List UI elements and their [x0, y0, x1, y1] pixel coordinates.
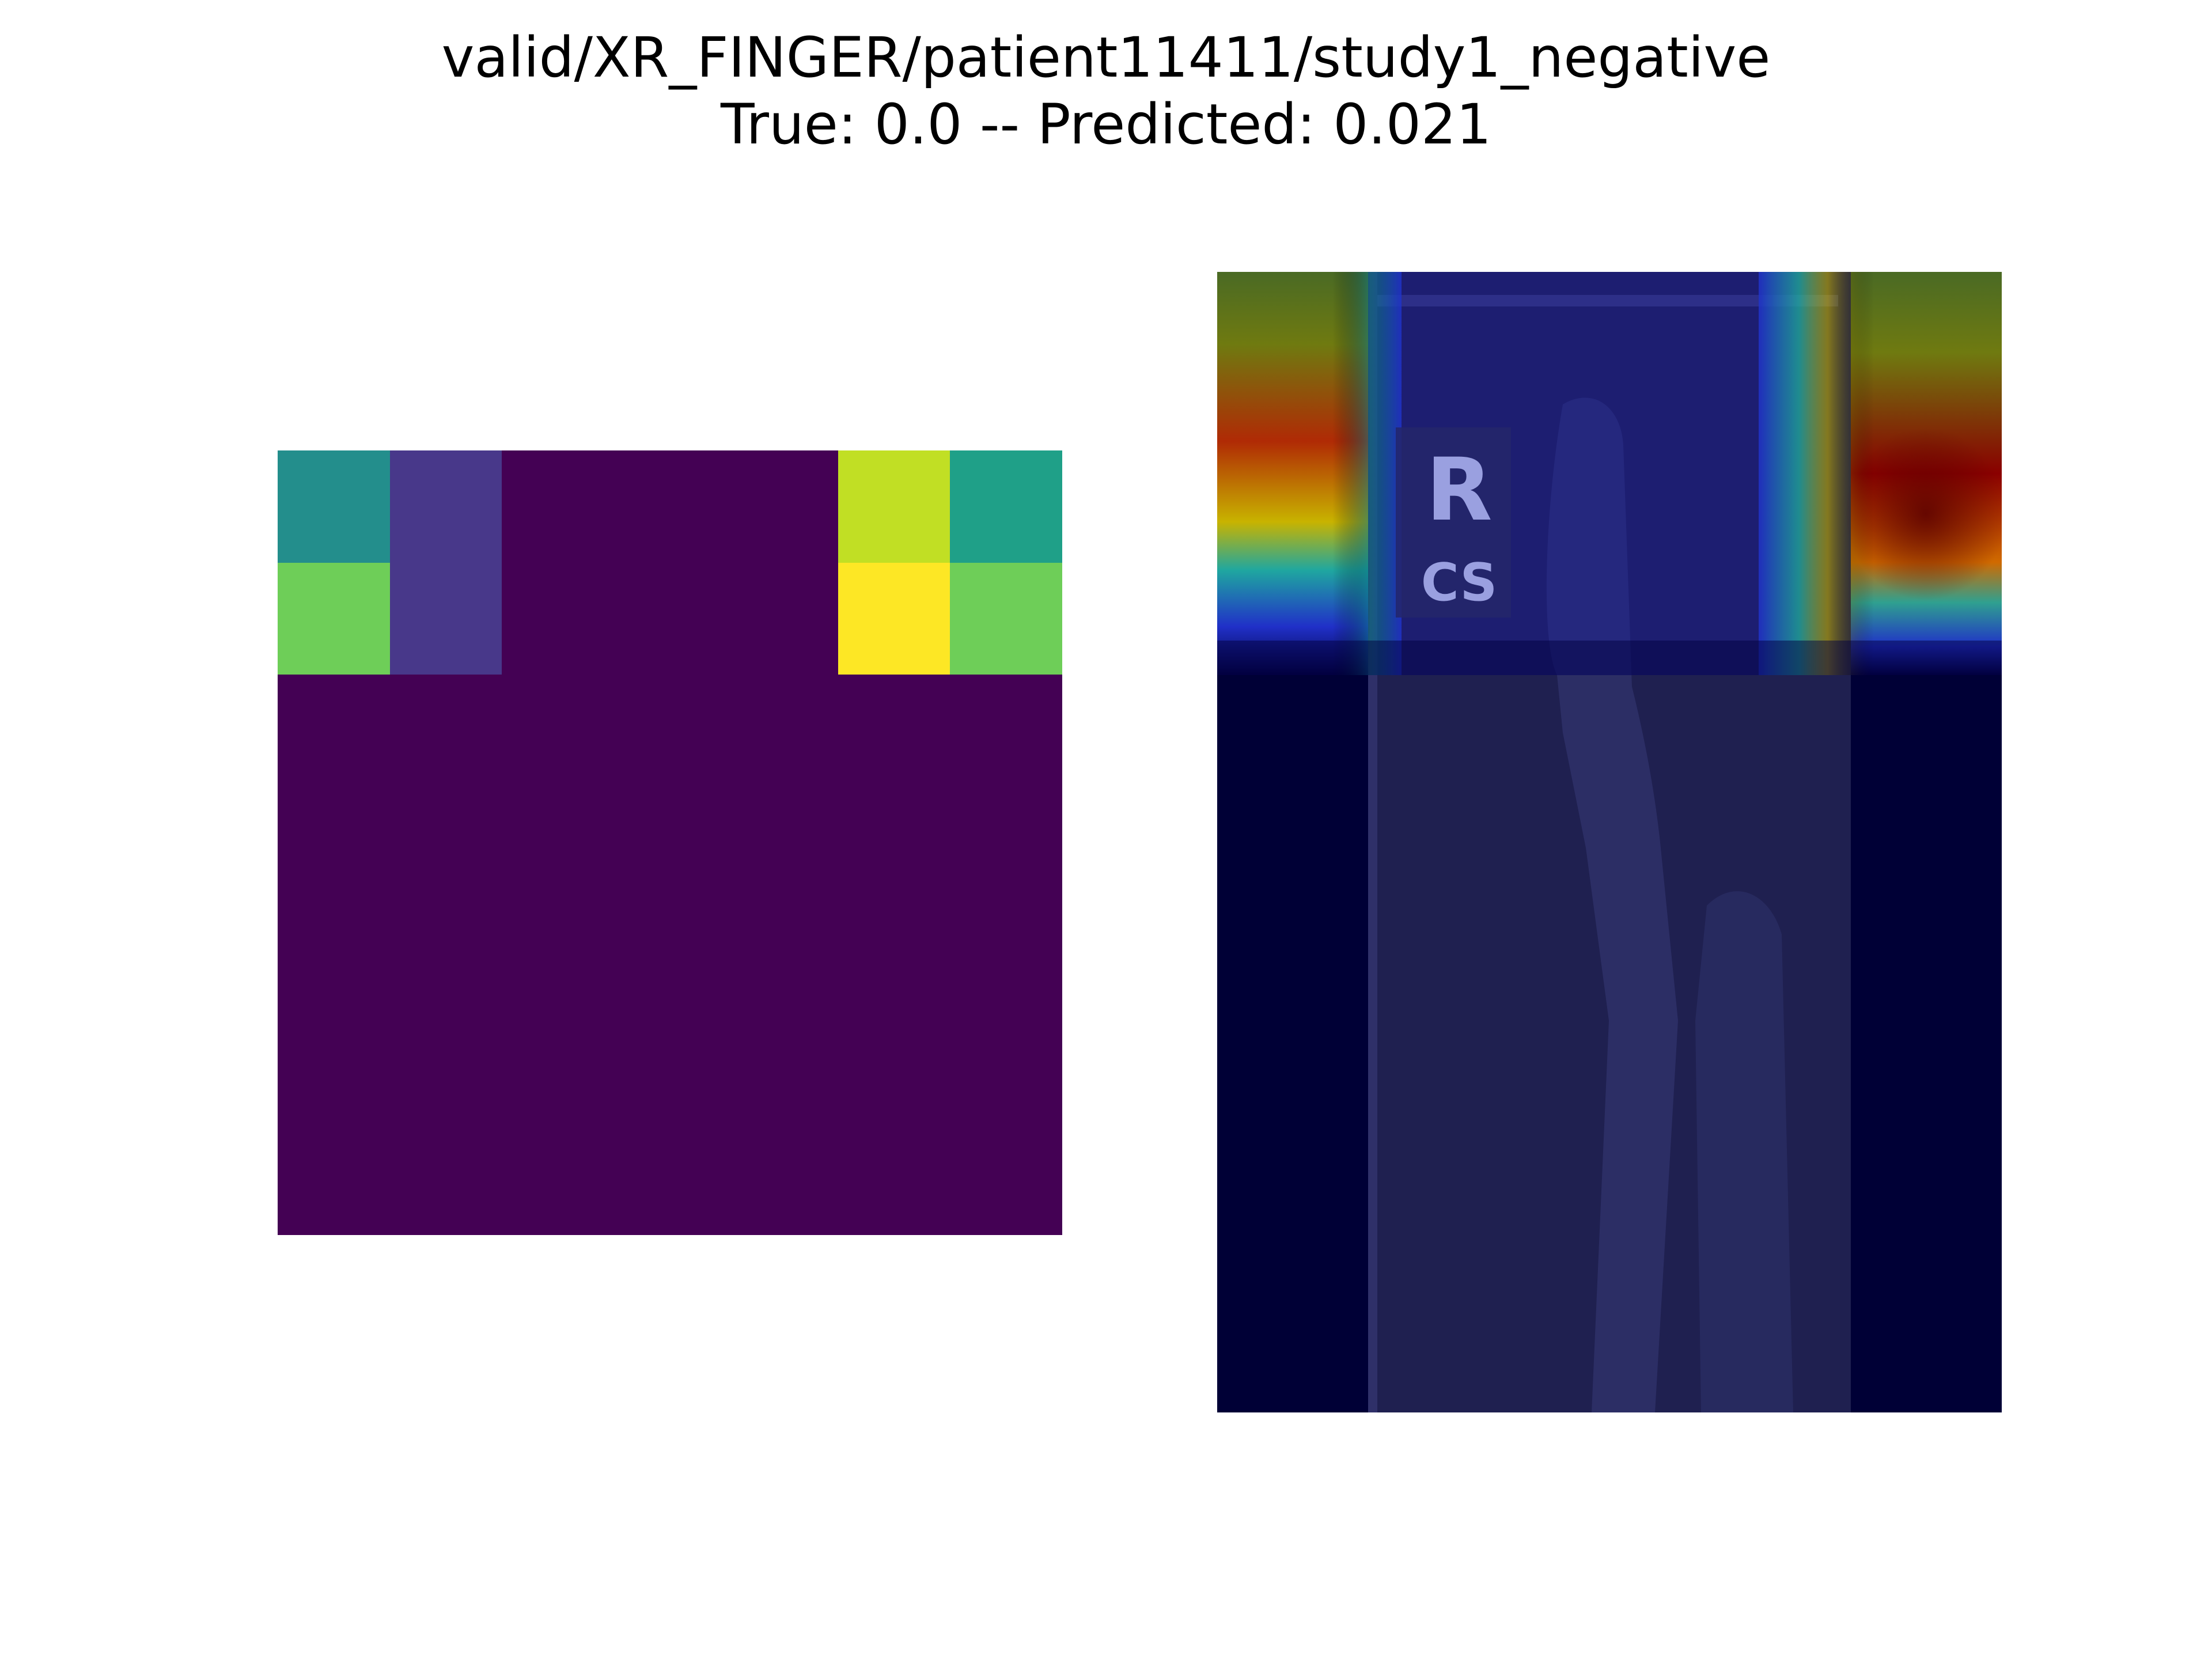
heatmap-cell	[502, 675, 614, 787]
heatmap-cell	[838, 562, 950, 675]
figure-title: valid/XR_FINGER/patient11411/study1_nega…	[441, 25, 1771, 90]
heatmap-cell	[950, 786, 1062, 899]
heatmap-cell	[389, 899, 502, 1011]
heatmap-cell	[278, 675, 390, 787]
heatmap-cell	[726, 1123, 838, 1235]
heatmap-cell	[838, 899, 950, 1011]
heatmap-cell	[278, 1010, 390, 1123]
heatmap-cell	[726, 675, 838, 787]
heatmap-cell	[838, 450, 950, 563]
heatmap-cell	[838, 1123, 950, 1235]
heatmap-cell	[950, 1123, 1062, 1235]
marker-letter-r: R	[1426, 440, 1493, 540]
heatmap-cell	[389, 786, 502, 899]
heatmap-cell	[613, 1123, 726, 1235]
heatmap-cell	[838, 786, 950, 899]
heatmap-cell	[502, 786, 614, 899]
heatmap-cell	[502, 562, 614, 675]
heatmap-cell	[613, 899, 726, 1011]
heatmap-cell	[389, 450, 502, 563]
heatmap-cell	[950, 675, 1062, 787]
heatmap-cell	[613, 1010, 726, 1123]
heatmap-cell	[389, 1123, 502, 1235]
heatmap-cell	[389, 675, 502, 787]
heatmap-cell	[726, 899, 838, 1011]
heatmap-cell	[726, 450, 838, 563]
heatmap-cell	[502, 1010, 614, 1123]
heatmap-cell	[613, 562, 726, 675]
heatmap-cell	[389, 1010, 502, 1123]
heatmap-cell	[502, 899, 614, 1011]
heatmap-cell	[726, 562, 838, 675]
heatmap-cell	[278, 899, 390, 1011]
heatmap-cell	[278, 450, 390, 563]
xray-cam-overlay: R CS	[1217, 272, 2002, 1412]
heatmap-cell	[502, 1123, 614, 1235]
heatmap-cell	[502, 450, 614, 563]
heatmap-cell	[838, 1010, 950, 1123]
heatmap-cell	[613, 675, 726, 787]
heatmap-cell	[613, 450, 726, 563]
heatmap-cell	[613, 786, 726, 899]
heatmap-cell	[278, 1123, 390, 1235]
marker-letters-cs: CS	[1421, 552, 1498, 613]
heatmap-cell	[838, 675, 950, 787]
heatmap-cell	[950, 450, 1062, 563]
figure-subtitle: True: 0.0 -- Predicted: 0.021	[720, 92, 1492, 157]
lead-marker	[1396, 427, 1511, 618]
heatmap-cell	[950, 562, 1062, 675]
heatmap-cell	[726, 1010, 838, 1123]
heatmap-cell	[950, 899, 1062, 1011]
heatmap-cell	[278, 786, 390, 899]
activation-heatmap	[278, 450, 1062, 1235]
heatmap-cell	[950, 1010, 1062, 1123]
heatmap-cell	[726, 786, 838, 899]
heatmap-cell	[278, 562, 390, 675]
heatmap-cell	[389, 562, 502, 675]
